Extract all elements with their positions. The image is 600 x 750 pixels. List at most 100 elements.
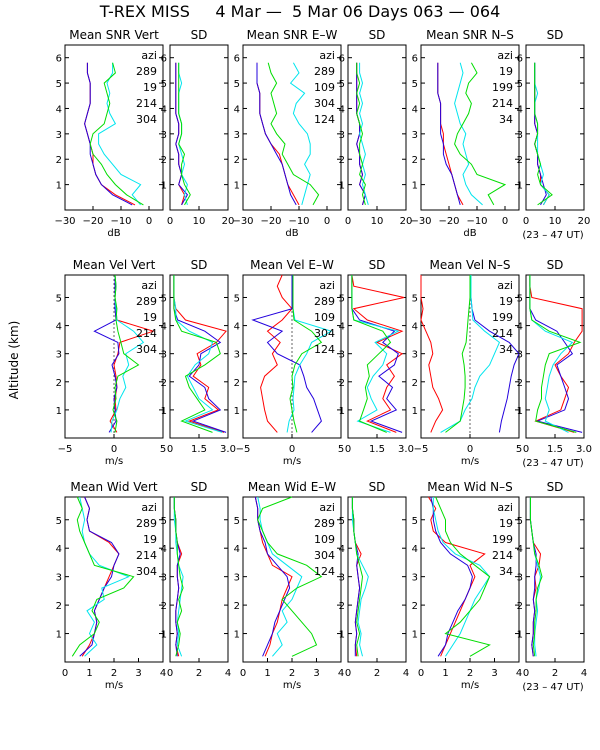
row-vel-panel-4-ytick-label: 4 — [339, 322, 345, 333]
row-wid-panel-5-ytick-label: 4 — [412, 544, 418, 555]
row-snr-panel-3-xtick-label: −30 — [232, 216, 253, 227]
row-wid-panel-5-xtick-label: 3 — [491, 668, 497, 679]
row-vel-panel-3-xtick-label: −5 — [236, 444, 251, 455]
row-vel-panel-4-xtick-label: 3.0 — [398, 444, 414, 455]
row-wid-panel-5-ytick-label: 5 — [412, 516, 418, 527]
row-wid-panel-2-ytick-label: 5 — [161, 516, 167, 527]
row-vel-panel-1-xtick-label: 0 — [111, 444, 117, 455]
row-snr-panel-1-xtick-label: −30 — [54, 216, 75, 227]
row-snr-panel-1-ytick-label: 2 — [56, 155, 62, 166]
row-vel-panel-4-series-304 — [351, 275, 400, 433]
row-snr-panel-6-series-34 — [534, 62, 553, 206]
row-wid-panel-3-legend-entry: 109 — [314, 533, 335, 546]
row-wid-panel-5-legend-entry: 19 — [499, 517, 513, 530]
row-vel-panel-6-ytick-label: 1 — [517, 406, 523, 417]
row-snr-panel-1-series-304 — [89, 62, 144, 206]
row-snr-panel-6-ytick-label: 1 — [517, 181, 523, 192]
row-wid-panel-2-ytick-label: 1 — [161, 630, 167, 641]
row-vel-panel-1-ytick-label: 4 — [56, 322, 62, 333]
row-wid-panel-2-series-19 — [173, 497, 181, 657]
row-snr-panel-1-legend-entry: 304 — [136, 113, 157, 126]
row-vel-panel-1-legend-entry: 214 — [136, 327, 157, 340]
row-snr-panel-3-legend-entry: 304 — [314, 97, 335, 110]
row-vel-panel-2-ytick-label: 2 — [161, 378, 167, 389]
row-snr-panel-2-xtick-label: 20 — [222, 216, 235, 227]
figure-title: T-REX MISS 4 Mar — 5 Mar 06 Days 063 — 0… — [99, 2, 501, 21]
row-vel-panel-6-xtick-label: 1.5 — [547, 444, 563, 455]
row-snr-panel-2-series-214 — [178, 62, 188, 206]
row-vel-panel-3-legend-entry: 289 — [314, 295, 335, 308]
y-axis-label: Altitude (km) — [7, 321, 21, 400]
row-snr-panel-3-series-124 — [267, 62, 320, 206]
row-wid-panel-6-xtick-label: 0 — [523, 668, 529, 679]
row-snr-panel-5-title: Mean SNR N–S — [426, 28, 514, 42]
row-vel-panel-6-series-34 — [529, 275, 582, 433]
row-snr-panel-5-series-214 — [454, 62, 483, 206]
row-snr-panel-1-series-214 — [98, 62, 142, 206]
row-wid-panel-5-title: Mean Wid N–S — [427, 480, 512, 494]
row-vel-panel-2-ytick-label: 4 — [161, 322, 167, 333]
row-vel-panel-1-ytick-label: 3 — [56, 350, 62, 361]
row-wid-panel-4-ytick-label: 3 — [339, 573, 345, 584]
row-wid-panel-5-legend-header: azi — [497, 501, 513, 514]
row-snr-panel-4-series-304 — [359, 62, 369, 206]
row-wid-panel-6-ytick-label: 3 — [517, 573, 523, 584]
row-vel-panel-5-ytick-label: 2 — [412, 378, 418, 389]
row-snr-panel-1-series-289 — [84, 62, 136, 206]
row-vel-panel-5-legend-entry: 199 — [492, 311, 513, 324]
row-wid-panel-3-xtick-label: 2 — [289, 668, 295, 679]
row-wid-panel-3-ytick-label: 2 — [234, 601, 240, 612]
row-wid-panel-3-series-124 — [257, 496, 323, 657]
row-wid-panel-1-ytick-label: 3 — [56, 573, 62, 584]
row-vel-panel-5-title: Mean Vel N–S — [430, 258, 511, 272]
row-snr-panel-2-ytick-label: 2 — [161, 155, 167, 166]
row-wid-panel-4-series-124 — [351, 497, 364, 657]
row-vel-panel-3-ytick-label: 5 — [234, 293, 240, 304]
row-wid-panel-5-xlabel: m/s — [461, 680, 479, 691]
row-snr-panel-3-legend-entry: 289 — [314, 65, 335, 78]
row-snr-panel-5-ytick-label: 2 — [412, 155, 418, 166]
row-snr-panel-5-legend-entry: 34 — [499, 113, 513, 126]
row-snr-panel-4-series-289 — [356, 62, 366, 206]
row-snr-panel-1-xtick-label: 0 — [146, 216, 152, 227]
row-vel-panel-3-legend-entry: 304 — [314, 327, 335, 340]
row-snr-panel-6-xtick-label: 10 — [549, 216, 562, 227]
row-vel-panel-6-series-19 — [529, 275, 583, 433]
row-vel-panel-3-ytick-label: 4 — [234, 322, 240, 333]
row-snr-panel-2-ytick-label: 4 — [161, 104, 167, 115]
row-wid-panel-6-ytick-label: 2 — [517, 601, 523, 612]
row-vel-panel-6-ytick-label: 4 — [517, 322, 523, 333]
ut-note-row-snr: (23 – 47 UT) — [522, 230, 583, 241]
row-snr-panel-1-legend-entry: 19 — [143, 81, 157, 94]
row-snr-panel-5-legend-entry: 19 — [499, 65, 513, 78]
row-wid-panel-2-series-214 — [173, 497, 184, 657]
row-wid-panel-1-legend-entry: 304 — [136, 565, 157, 578]
row-vel-panel-4-series-109 — [351, 275, 403, 433]
row-snr-panel-2-series-19 — [175, 62, 189, 206]
row-snr-panel-6-series-214 — [534, 62, 550, 206]
row-wid-panel-5-xtick-label: 1 — [442, 668, 448, 679]
row-snr-panel-4-title: SD — [369, 28, 386, 42]
row-snr-panel-3-xtick-label: 0 — [324, 216, 330, 227]
row-snr-panel-4-ytick-label: 5 — [339, 79, 345, 90]
row-vel-panel-3-title: Mean Vel E–W — [250, 258, 334, 272]
row-wid-panel-6-series-34 — [529, 497, 543, 657]
row-wid-panel-6-ytick-label: 5 — [517, 516, 523, 527]
row-wid-panel-3-xtick-label: 1 — [264, 668, 270, 679]
row-snr-panel-1-ytick-label: 3 — [56, 130, 62, 141]
row-wid-panel-1-xtick-label: 2 — [111, 668, 117, 679]
row-wid-panel-5-xtick-label: 2 — [467, 668, 473, 679]
row-snr-panel-1-xlabel: dB — [107, 228, 120, 239]
row-wid-panel-2-ytick-label: 2 — [161, 601, 167, 612]
row-snr-panel-2-xtick-label: 0 — [167, 216, 173, 227]
row-wid-panel-5-ytick-label: 1 — [412, 630, 418, 641]
row-snr-panel-5-ytick-label: 3 — [412, 130, 418, 141]
row-vel-panel-5-xlabel: m/s — [461, 456, 479, 467]
row-wid-panel-1-series-304 — [71, 496, 135, 657]
row-snr-panel-2-ytick-label: 3 — [161, 130, 167, 141]
row-snr-panel-1-ytick-label: 6 — [56, 54, 62, 65]
row-wid-panel-2-ytick-label: 3 — [161, 573, 167, 584]
row-vel-panel-5-legend-header: azi — [497, 279, 513, 292]
row-wid-panel-3-ytick-label: 5 — [234, 516, 240, 527]
row-snr-panel-1-frame — [64, 44, 164, 211]
